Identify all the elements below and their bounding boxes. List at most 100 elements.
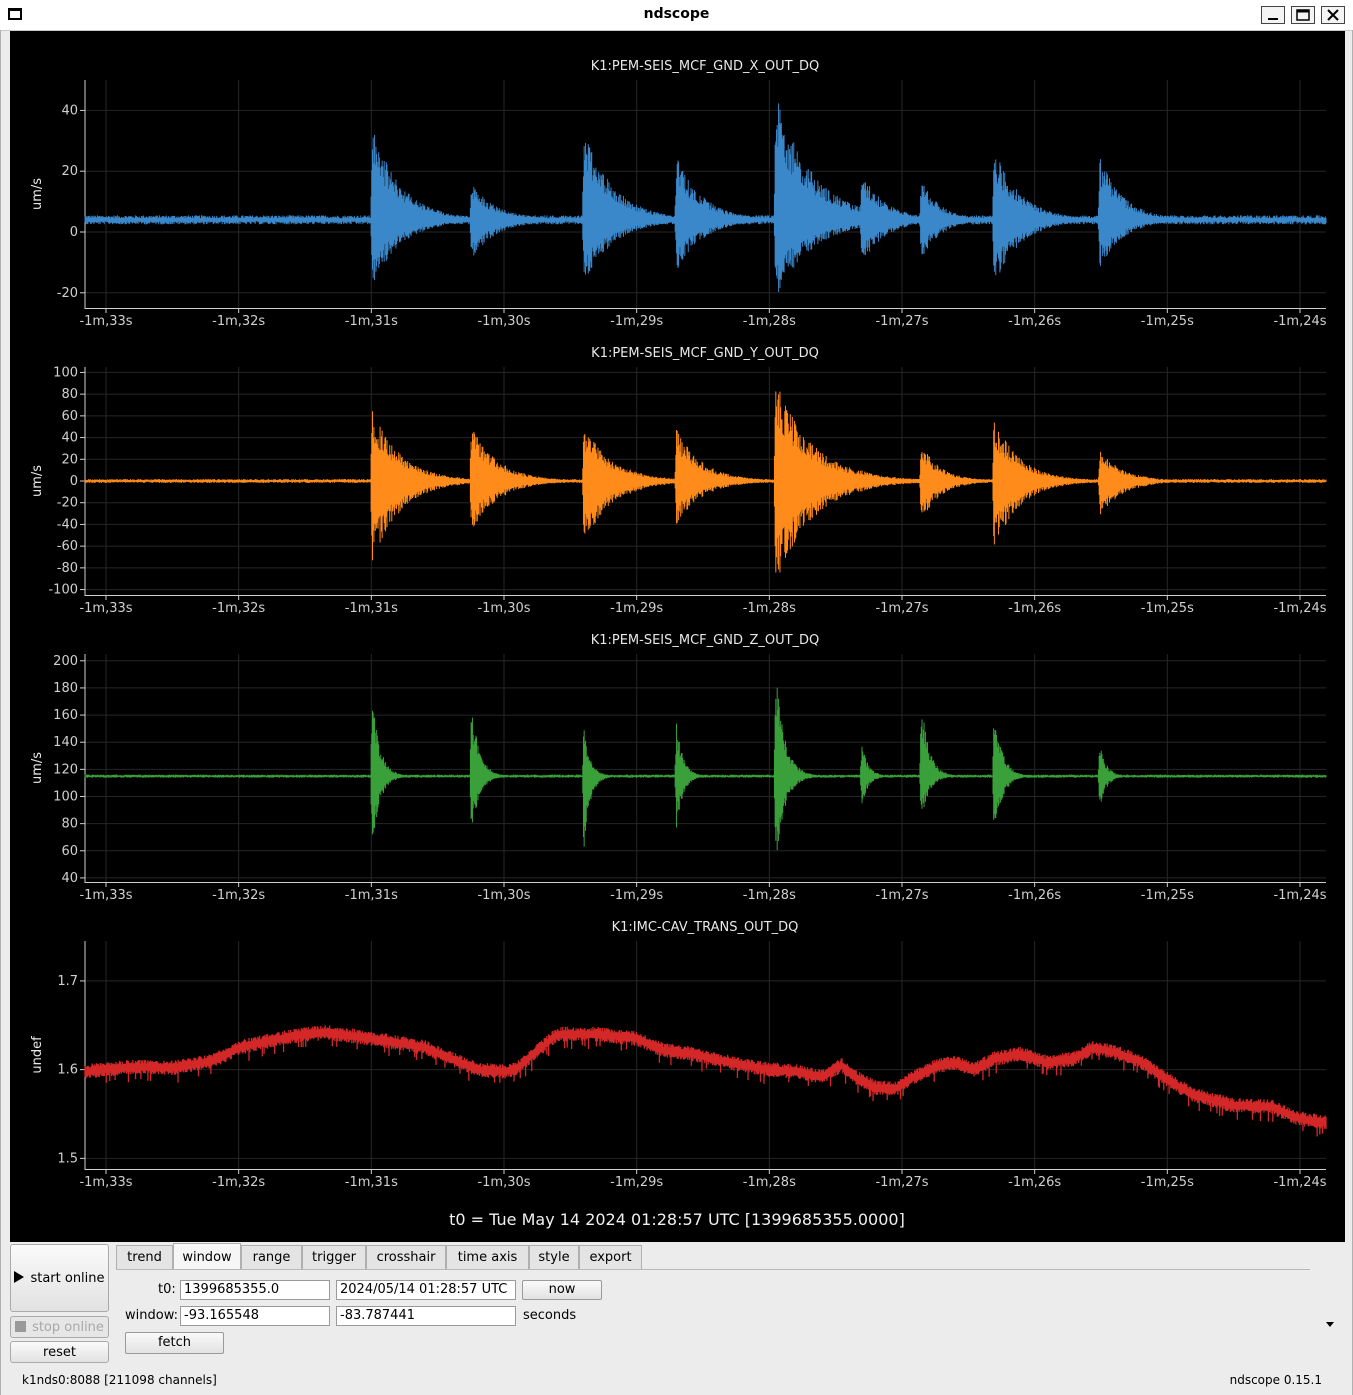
tab-style[interactable]: style — [529, 1245, 579, 1269]
window-title: ndscope — [643, 6, 710, 22]
window-icon — [8, 8, 22, 20]
play-icon — [14, 1271, 25, 1283]
plot-1: K1:PEM-SEIS_MCF_GND_X_OUT_DQ40200-20-1m,… — [30, 59, 1327, 329]
y-axis-label: um/s — [30, 465, 45, 497]
close-icon — [1327, 9, 1339, 21]
y-tick-label: -80 — [57, 561, 78, 576]
plot-4: K1:IMC-CAV_TRANS_OUT_DQ 1.7 1.6 1.5-1m,33s -… — [30, 920, 1327, 1190]
x-tick-label: -1m,27s — [875, 1175, 928, 1190]
start-online-label: start online — [30, 1271, 105, 1286]
x-tick-label: -1m,29s — [610, 314, 663, 329]
y-tick-label: 160 — [53, 708, 78, 723]
y-axis-label: undef — [30, 1036, 45, 1074]
tab-trigger[interactable]: trigger — [302, 1245, 366, 1269]
x-tick-label: -1m,33s — [79, 888, 132, 903]
plot-title: K1:PEM-SEIS_MCF_GND_Y_OUT_DQ — [591, 346, 819, 361]
y-axis-label: um/s — [30, 752, 45, 784]
t0-gps-field[interactable]: 1399685355.0 — [180, 1280, 330, 1300]
tab-range[interactable]: range — [241, 1245, 302, 1269]
plot-2: K1:PEM-SEIS_MCF_GND_Y_OUT_DQ 100 80 60 40 20 0… — [30, 346, 1327, 616]
y-tick-label: 0 — [70, 474, 78, 489]
stop-icon — [15, 1321, 27, 1332]
minimize-icon — [1268, 18, 1278, 20]
tab-time-axis[interactable]: time axis — [446, 1245, 529, 1269]
x-tick-label: -1m,24s — [1273, 1175, 1326, 1190]
y-tick-label: 200 — [53, 654, 78, 669]
fetch-button[interactable]: fetch — [125, 1332, 224, 1354]
y-tick-label: 140 — [53, 735, 78, 750]
window-start-field[interactable]: -93.165548 — [180, 1306, 330, 1326]
reset-button[interactable]: reset — [10, 1341, 109, 1363]
plot-area[interactable]: K1:PEM-SEIS_MCF_GND_X_OUT_DQ 40 20 0 -20 -1m,… — [10, 31, 1345, 1242]
seconds-label: seconds — [523, 1308, 577, 1323]
y-tick-label: 120 — [53, 762, 78, 777]
title-bar: ndscope — [0, 0, 1353, 31]
x-tick-label: -1m,32s — [212, 888, 265, 903]
plots-canvas[interactable]: K1:PEM-SEIS_MCF_GND_X_OUT_DQ40200-20-1m,… — [10, 31, 1345, 1242]
y-tick-label: 1.5 — [57, 1151, 78, 1166]
close-button[interactable] — [1321, 6, 1345, 24]
x-tick-label: -1m,25s — [1141, 888, 1194, 903]
server-status: k1nds0:8088 [211098 channels] — [22, 1373, 217, 1387]
y-tick-label: 60 — [61, 844, 78, 859]
y-tick-label: 1.6 — [57, 1063, 78, 1078]
x-tick-label: -1m,30s — [477, 888, 530, 903]
minimize-button[interactable] — [1261, 6, 1285, 24]
t0-time-label: t0 = Tue May 14 2024 01:28:57 UTC [13996… — [449, 1210, 905, 1229]
y-axis-label: um/s — [30, 178, 45, 210]
x-tick-label: -1m,29s — [610, 1175, 663, 1190]
x-tick-label: -1m,25s — [1141, 314, 1194, 329]
y-tick-label: 180 — [53, 681, 78, 696]
x-tick-label: -1m,33s — [79, 1175, 132, 1190]
x-tick-label: -1m,29s — [610, 601, 663, 616]
x-tick-label: -1m,28s — [743, 314, 796, 329]
y-tick-label: 20 — [61, 452, 78, 467]
signal-trace — [84, 1025, 1327, 1137]
y-tick-label: -20 — [57, 286, 78, 301]
x-tick-label: -1m,31s — [345, 1175, 398, 1190]
t0-label: t0: — [158, 1282, 176, 1297]
chevron-down-icon[interactable] — [1326, 1322, 1334, 1327]
signal-trace — [84, 687, 1327, 851]
tab-divider — [116, 1269, 1310, 1270]
y-tick-label: -40 — [57, 517, 78, 532]
tab-export[interactable]: export — [579, 1245, 642, 1269]
tab-crosshair[interactable]: crosshair — [366, 1245, 446, 1269]
y-tick-label: -20 — [57, 496, 78, 511]
control-panel: start online stop online reset trend win… — [0, 1242, 1353, 1395]
y-tick-label: 100 — [53, 790, 78, 805]
tab-window[interactable]: window — [173, 1243, 241, 1270]
x-tick-label: -1m,28s — [743, 888, 796, 903]
y-tick-label: 0 — [70, 225, 78, 240]
y-tick-label: -100 — [48, 583, 78, 598]
stop-online-button[interactable]: stop online — [10, 1316, 109, 1338]
t0-utc-field[interactable]: 2024/05/14 01:28:57 UTC — [336, 1280, 516, 1300]
x-tick-label: -1m,28s — [743, 601, 796, 616]
now-button[interactable]: now — [522, 1280, 602, 1300]
signal-trace — [84, 391, 1327, 573]
y-tick-label: 40 — [61, 871, 78, 886]
x-tick-label: -1m,31s — [345, 601, 398, 616]
x-tick-label: -1m,31s — [345, 888, 398, 903]
x-tick-label: -1m,25s — [1141, 601, 1194, 616]
x-tick-label: -1m,26s — [1008, 1175, 1061, 1190]
x-tick-label: -1m,31s — [345, 314, 398, 329]
start-online-button[interactable]: start online — [10, 1244, 109, 1312]
tab-trend[interactable]: trend — [116, 1245, 173, 1269]
x-tick-label: -1m,24s — [1273, 601, 1326, 616]
plot-title: K1:PEM-SEIS_MCF_GND_X_OUT_DQ — [591, 59, 820, 74]
maximize-button[interactable] — [1291, 6, 1315, 24]
window-label: window: — [125, 1308, 178, 1323]
y-tick-label: 80 — [61, 387, 78, 402]
plot-title: K1:IMC-CAV_TRANS_OUT_DQ — [612, 920, 799, 935]
y-tick-label: 100 — [53, 365, 78, 380]
x-tick-label: -1m,30s — [477, 601, 530, 616]
signal-trace — [84, 103, 1327, 292]
x-tick-label: -1m,24s — [1273, 314, 1326, 329]
x-tick-label: -1m,25s — [1141, 1175, 1194, 1190]
window-end-field[interactable]: -83.787441 — [336, 1306, 516, 1326]
version-label: ndscope 0.15.1 — [1229, 1373, 1322, 1387]
x-tick-label: -1m,28s — [743, 1175, 796, 1190]
y-tick-label: 40 — [61, 431, 78, 446]
x-tick-label: -1m,29s — [610, 888, 663, 903]
